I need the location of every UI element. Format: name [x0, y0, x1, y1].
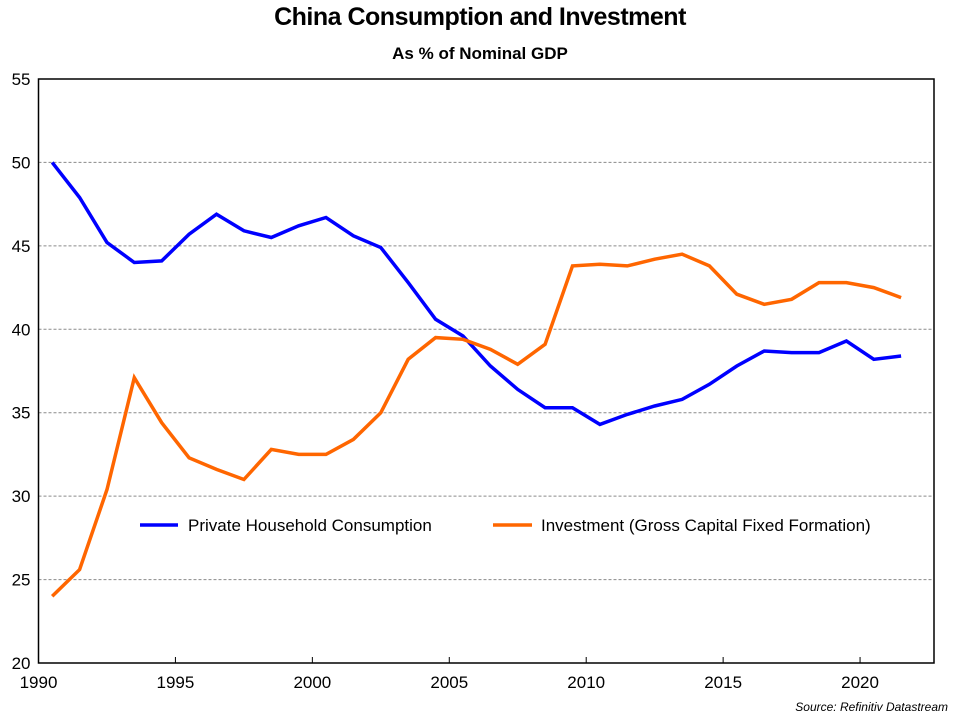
x-axis-ticks: 1990 1995 2000 2005 2010 2015 2020 [20, 657, 879, 692]
y-axis-tick-labels: 20 25 30 35 40 45 50 55 [12, 70, 31, 673]
series-line-consumption [50, 161, 902, 427]
y-tick-label: 45 [12, 237, 31, 256]
x-tick-label: 2015 [704, 673, 742, 692]
x-tick-label: 2000 [293, 673, 331, 692]
plot-frame [37, 78, 935, 664]
x-tick-label: 2010 [567, 673, 605, 692]
y-tick-label: 25 [12, 571, 31, 590]
axes [37, 78, 935, 664]
x-tick-label: 1990 [20, 673, 58, 692]
y-tick-label: 20 [12, 654, 31, 673]
y-tick-label: 50 [12, 153, 31, 172]
gridlines [38, 161, 934, 581]
x-tick-label: 1995 [157, 673, 195, 692]
chart-subtitle: As % of Nominal GDP [392, 44, 568, 63]
x-tick-label: 2020 [841, 673, 879, 692]
legend-label: Investment (Gross Capital Fixed Formatio… [541, 516, 871, 535]
y-tick-label: 40 [12, 320, 31, 339]
x-tick-label: 2005 [430, 673, 468, 692]
source-note: Source: Refinitiv Datastream [795, 700, 948, 714]
series-lines [50, 161, 902, 598]
y-tick-label: 35 [12, 404, 31, 423]
y-tick-label: 55 [12, 70, 31, 89]
legend-item: Private Household Consumption [140, 516, 432, 535]
y-tick-label: 30 [12, 487, 31, 506]
legend-label: Private Household Consumption [188, 516, 432, 535]
chart-title: China Consumption and Investment [274, 3, 686, 31]
series-line-investment [50, 252, 902, 598]
legend: Private Household Consumption Investment … [140, 516, 871, 535]
legend-item: Investment (Gross Capital Fixed Formatio… [493, 516, 871, 535]
